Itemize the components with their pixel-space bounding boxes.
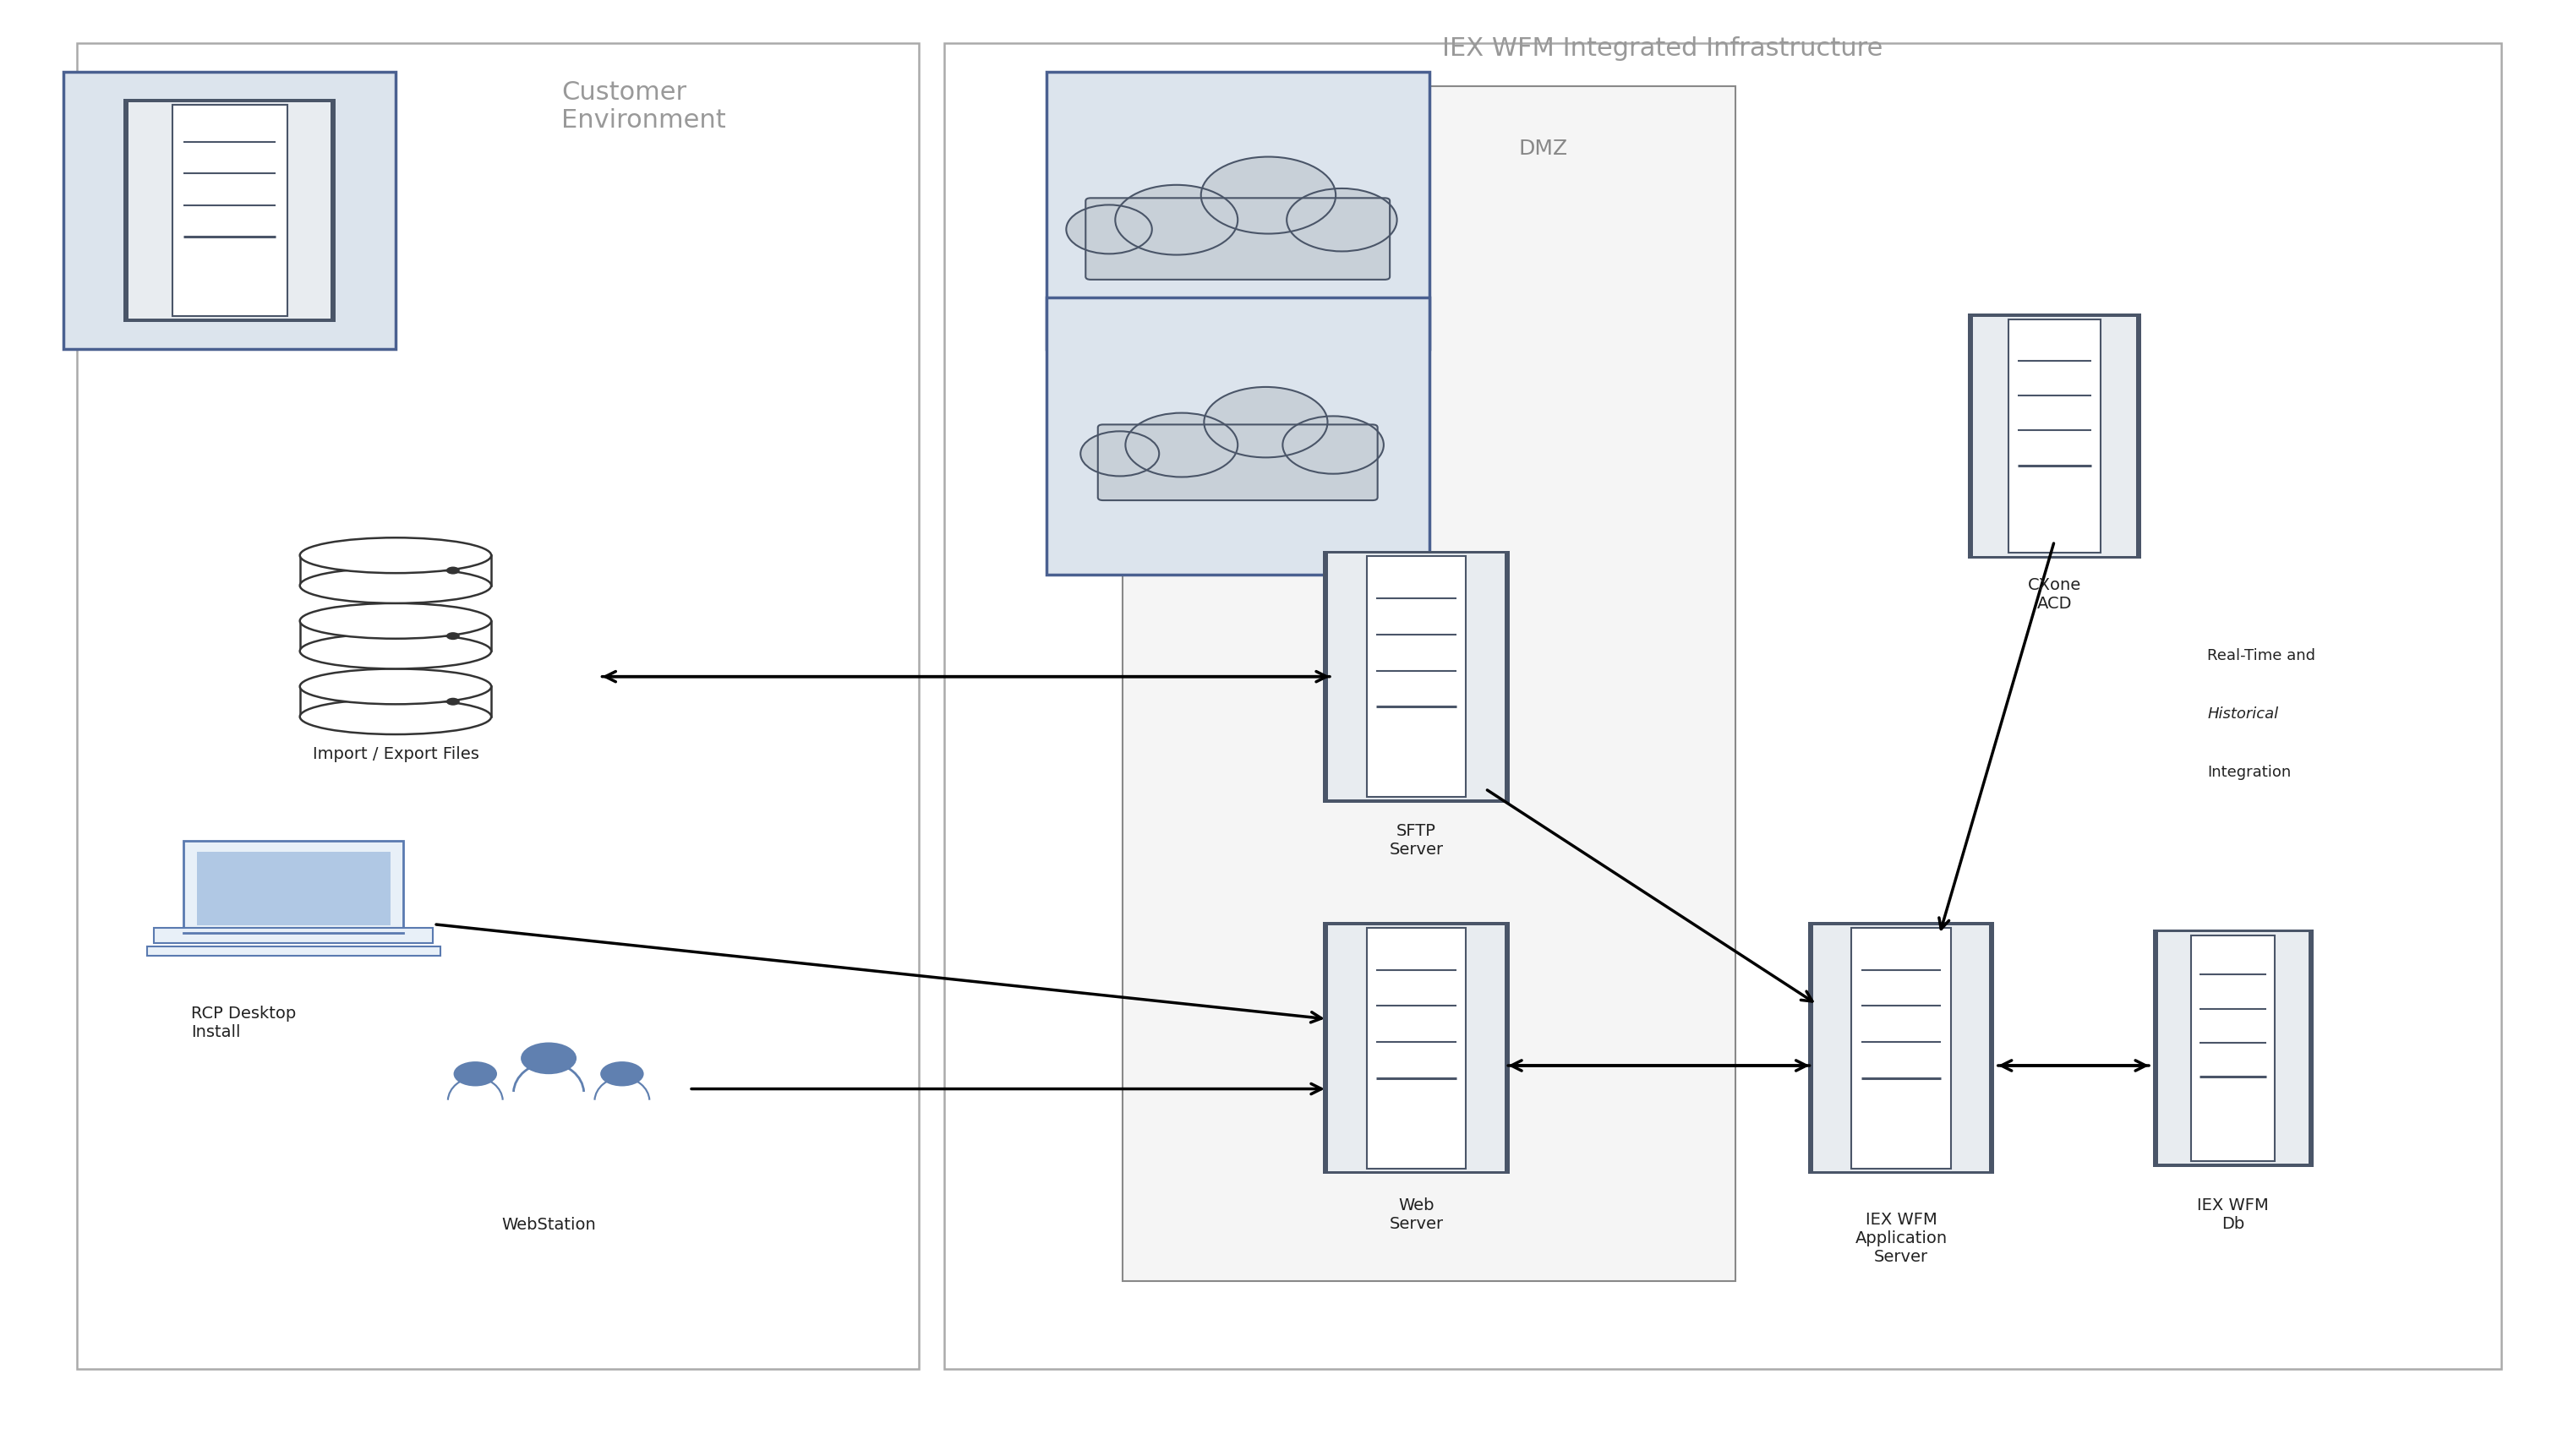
FancyBboxPatch shape — [2008, 320, 2100, 553]
FancyBboxPatch shape — [77, 44, 919, 1369]
Circle shape — [1079, 432, 1159, 476]
FancyBboxPatch shape — [1807, 923, 1996, 1174]
FancyBboxPatch shape — [2192, 936, 2276, 1162]
Ellipse shape — [301, 539, 490, 574]
Circle shape — [521, 1042, 577, 1075]
Circle shape — [447, 633, 459, 641]
FancyBboxPatch shape — [1085, 199, 1391, 281]
Text: IEX WFM
Application
Server: IEX WFM Application Server — [1855, 1211, 1947, 1265]
FancyBboxPatch shape — [1324, 550, 1511, 804]
Ellipse shape — [301, 670, 490, 705]
Ellipse shape — [301, 633, 490, 670]
FancyBboxPatch shape — [184, 842, 403, 933]
FancyBboxPatch shape — [944, 44, 2501, 1369]
FancyBboxPatch shape — [2159, 933, 2310, 1165]
Text: DMZ: DMZ — [1518, 138, 1567, 159]
FancyBboxPatch shape — [1330, 555, 1506, 801]
Circle shape — [1284, 416, 1383, 475]
FancyBboxPatch shape — [1968, 314, 2141, 559]
FancyBboxPatch shape — [2154, 930, 2315, 1168]
FancyBboxPatch shape — [1812, 926, 1991, 1171]
Text: CXone
ACD: CXone ACD — [2029, 577, 2080, 612]
Circle shape — [1202, 157, 1335, 234]
Circle shape — [1067, 205, 1151, 255]
Ellipse shape — [301, 604, 490, 639]
FancyBboxPatch shape — [1368, 929, 1467, 1168]
FancyBboxPatch shape — [64, 73, 396, 349]
Bar — [301, 622, 490, 652]
FancyBboxPatch shape — [1330, 926, 1506, 1171]
Circle shape — [1125, 414, 1238, 478]
FancyBboxPatch shape — [197, 852, 390, 926]
Text: Customer
Environment: Customer Environment — [561, 80, 727, 132]
FancyBboxPatch shape — [128, 103, 332, 320]
FancyBboxPatch shape — [1097, 425, 1378, 501]
Text: SFTP
Server: SFTP Server — [1388, 823, 1444, 858]
Circle shape — [1205, 387, 1327, 459]
FancyBboxPatch shape — [1368, 558, 1467, 798]
Text: WebStation: WebStation — [500, 1216, 597, 1232]
FancyBboxPatch shape — [1324, 923, 1511, 1174]
Bar — [301, 556, 490, 587]
Circle shape — [1115, 186, 1238, 256]
Circle shape — [454, 1061, 498, 1086]
Circle shape — [447, 699, 459, 706]
Text: Integration: Integration — [2207, 764, 2292, 779]
Ellipse shape — [301, 699, 490, 735]
Text: Import / Export Files: Import / Export Files — [311, 745, 480, 761]
FancyBboxPatch shape — [1973, 317, 2136, 556]
Text: Historical: Historical — [2207, 706, 2279, 721]
FancyBboxPatch shape — [122, 100, 337, 323]
Circle shape — [447, 568, 459, 575]
FancyBboxPatch shape — [1046, 73, 1429, 349]
Circle shape — [1286, 189, 1396, 252]
FancyBboxPatch shape — [1853, 929, 1952, 1168]
Text: Web
Server: Web Server — [1388, 1197, 1444, 1232]
Ellipse shape — [301, 568, 490, 604]
FancyBboxPatch shape — [1046, 298, 1429, 575]
FancyBboxPatch shape — [153, 927, 434, 943]
FancyBboxPatch shape — [1123, 87, 1735, 1281]
Text: Real-Time and: Real-Time and — [2207, 648, 2315, 662]
Text: IEX WFM
Db: IEX WFM Db — [2197, 1197, 2269, 1232]
Circle shape — [600, 1061, 643, 1086]
FancyBboxPatch shape — [174, 106, 286, 317]
FancyBboxPatch shape — [148, 946, 441, 957]
Bar — [301, 687, 490, 718]
Text: IEX WFM Integrated Infrastructure: IEX WFM Integrated Infrastructure — [1442, 36, 1883, 61]
Text: RCP Desktop
Install: RCP Desktop Install — [191, 1005, 296, 1040]
